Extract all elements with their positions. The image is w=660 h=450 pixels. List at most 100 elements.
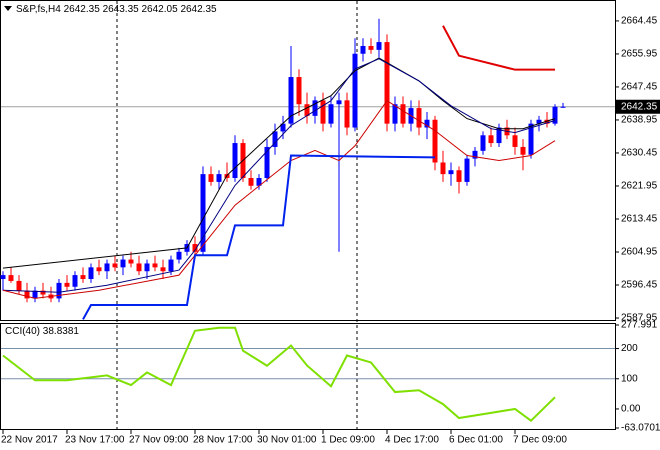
indicator-y-tick-label: 100: [621, 373, 638, 384]
indicator-panel-frame: [0, 323, 616, 430]
candle-body: [472, 150, 478, 159]
x-tick-label: 7 Dec 09:00: [513, 435, 567, 446]
candle-body: [264, 146, 270, 179]
candle-body: [280, 123, 286, 132]
x-tick-label: 1 Dec 09:00: [321, 435, 375, 446]
candle-body: [72, 275, 78, 287]
candle-body: [88, 267, 94, 279]
candle-body: [456, 170, 462, 182]
candle-body: [544, 119, 550, 124]
indicator-line: [2, 57, 556, 269]
candle-body: [64, 282, 70, 287]
candle-body: [368, 45, 374, 50]
candle-body: [128, 259, 134, 264]
x-tick-label: 30 Nov 01:00: [257, 435, 317, 446]
candle-body: [352, 53, 358, 128]
indicator-y-tick-label: -63.0701: [621, 423, 660, 434]
x-tick-label: 27 Nov 09:00: [129, 435, 189, 446]
indicator-y-tick-label: 200: [621, 343, 638, 354]
indicator-title: CCI(40): [5, 326, 40, 337]
indicator-line: [2, 100, 556, 299]
candle-body: [560, 106, 566, 108]
x-tick-label: 6 Dec 01:00: [449, 435, 503, 446]
candle-body: [96, 267, 102, 272]
candle-body: [440, 162, 446, 175]
candle-body: [480, 135, 486, 151]
candle-body: [432, 119, 438, 163]
indicator-y-tick-label: 0.00: [621, 404, 641, 415]
candle-body: [80, 275, 86, 279]
candle-body: [424, 119, 430, 128]
candle-body: [528, 123, 534, 155]
candle-body: [304, 104, 310, 116]
y-tick-label: 2613.45: [621, 214, 658, 225]
y-tick-label: 2587.95: [621, 313, 658, 324]
candle-body: [152, 263, 158, 268]
candle-body: [0, 275, 6, 279]
candle-body: [16, 280, 22, 291]
candle-body: [208, 174, 214, 182]
y-tick-label: 2630.45: [621, 148, 658, 159]
candle-body: [512, 135, 518, 147]
header-open: 2642.35: [64, 4, 101, 15]
candle-body: [56, 282, 62, 299]
cci-line: [2, 326, 556, 423]
x-tick-label: 22 Nov 2017: [1, 435, 58, 446]
indicator-line: [2, 58, 556, 293]
candle-body: [24, 290, 30, 299]
chart-header: S&P,fs,H4 2642.35 2643.35 2642.05 2642.3…: [16, 4, 217, 15]
candle-body: [272, 131, 278, 147]
y-tick-label: 2596.45: [621, 280, 658, 291]
indicator-header: CCI(40) 38.8381: [5, 326, 79, 337]
candle-body: [520, 146, 526, 155]
indicator-line: [82, 154, 436, 320]
candle-body: [336, 100, 342, 105]
candle-body: [112, 263, 118, 268]
candle-body: [200, 174, 206, 252]
candle-body: [216, 174, 222, 182]
candle-body: [416, 108, 422, 128]
last-price-label: 2642.35: [621, 101, 658, 112]
main-panel-frame: [0, 0, 616, 321]
candle-body: [488, 135, 494, 144]
candle-body: [232, 143, 238, 179]
x-tick-label: 4 Dec 17:00: [385, 435, 439, 446]
header-high: 2643.35: [103, 4, 140, 15]
y-tick-label: 2647.45: [621, 82, 658, 93]
indicator-line: [442, 25, 555, 71]
y-tick-label: 2621.95: [621, 181, 658, 192]
indicator-value: 38.8381: [43, 326, 80, 337]
y-tick-label: 2655.95: [621, 49, 658, 60]
candle-body: [448, 170, 454, 175]
candle-body: [288, 77, 294, 124]
candle-body: [344, 100, 350, 128]
y-tick-label: 2604.95: [621, 247, 658, 258]
candle-body: [400, 104, 406, 124]
x-tick-label: 28 Nov 17:00: [193, 435, 253, 446]
candle-body: [32, 290, 38, 299]
candle-body: [176, 251, 182, 260]
candle-body: [136, 263, 142, 272]
candle-body: [320, 100, 326, 124]
header-low: 2642.05: [142, 4, 179, 15]
candle-body: [256, 178, 262, 186]
candle-body: [168, 259, 174, 272]
candle-body: [312, 100, 318, 116]
candle-body: [496, 127, 502, 144]
candle-body: [552, 106, 558, 124]
chart-title: S&P,fs,H4: [16, 4, 61, 15]
candle-body: [192, 244, 198, 252]
candle-body: [8, 275, 14, 281]
candle-body: [160, 267, 166, 272]
x-tick-label: 23 Nov 17:00: [65, 435, 125, 446]
y-tick-label: 2664.45: [621, 16, 658, 27]
header-close: 2642.35: [180, 4, 217, 15]
candle-body: [360, 45, 366, 54]
indicator-y-tick-label: 277.991: [621, 320, 658, 331]
candle-body: [296, 77, 302, 105]
candle-body: [104, 263, 110, 272]
menu-triangle: [4, 6, 12, 11]
candle-body: [384, 42, 390, 124]
